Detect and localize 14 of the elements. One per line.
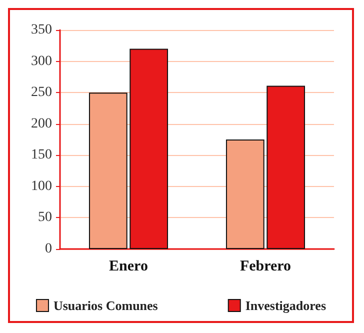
legend-label: Investigadores xyxy=(245,298,326,313)
y-tick-label: 250 xyxy=(31,85,52,100)
legend-label: Usuarios Comunes xyxy=(53,298,158,313)
y-tick-label: 200 xyxy=(31,116,52,132)
y-tick-label: 0 xyxy=(45,242,52,256)
bar xyxy=(226,140,264,249)
bar xyxy=(88,92,128,249)
y-tick-label: 100 xyxy=(31,178,52,194)
y-tick-label: 350 xyxy=(31,22,52,38)
x-tick-label: Febrero xyxy=(240,258,292,274)
y-tick-label: 150 xyxy=(31,148,52,163)
y-tick-label: 50 xyxy=(38,210,52,226)
y-tick-label: 300 xyxy=(31,54,52,69)
x-tick-label: Enero xyxy=(109,258,148,274)
